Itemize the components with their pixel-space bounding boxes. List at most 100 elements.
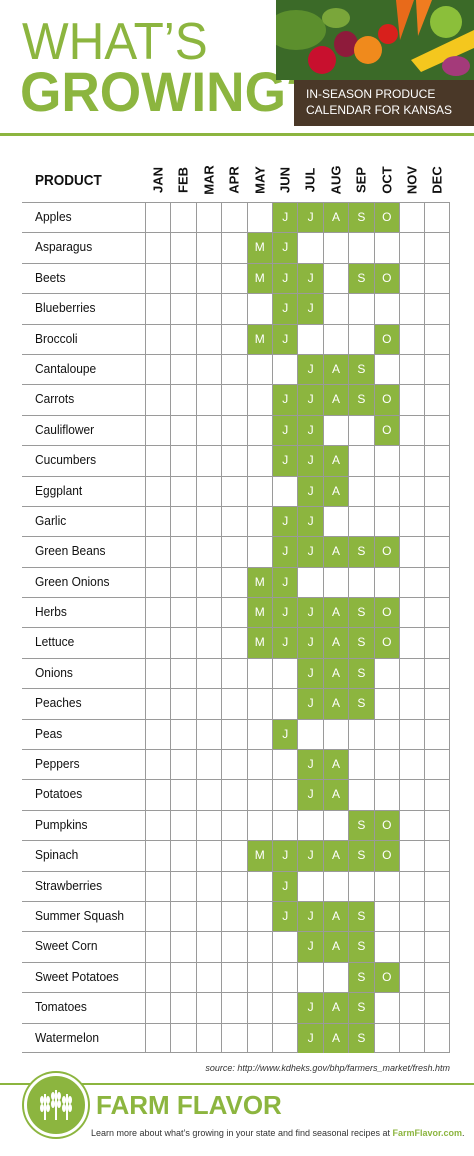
- month-cell: [399, 354, 424, 385]
- month-cell: [195, 841, 221, 871]
- month-cell: [221, 354, 246, 385]
- month-cell: A: [322, 901, 349, 932]
- month-cell: [246, 962, 272, 993]
- month-cell: [195, 658, 221, 689]
- month-cell: [373, 1023, 399, 1053]
- table-row: Sweet Corn J A S: [22, 931, 450, 962]
- product-name: Peppers: [35, 756, 80, 772]
- month-cell: [195, 506, 221, 537]
- month-cell: [322, 263, 348, 294]
- month-cell: A: [322, 446, 349, 476]
- table-row: Garlic J J: [22, 505, 450, 537]
- month-cell: [195, 415, 221, 446]
- month-header-aug: AUG: [323, 158, 349, 202]
- month-header-jan: JAN: [145, 158, 171, 202]
- month-header-sep: SEP: [348, 158, 374, 202]
- month-cell: O: [373, 324, 399, 354]
- month-cell: [170, 203, 195, 233]
- month-cell: S: [348, 658, 374, 689]
- table-row: Pumpkins S O: [22, 809, 450, 841]
- month-cell: [221, 1023, 246, 1053]
- month-cell: [170, 446, 195, 476]
- product-name: Cantaloupe: [35, 360, 97, 376]
- month-cell: [348, 567, 373, 598]
- month-cell: J: [297, 506, 323, 537]
- month-cell: [272, 780, 297, 810]
- product-name: Peaches: [35, 695, 82, 711]
- month-cell: [195, 233, 221, 263]
- month-cell: J: [297, 750, 323, 780]
- month-cell: [348, 506, 373, 537]
- crate-line-1: IN-SEASON PRODUCE: [306, 87, 436, 101]
- month-cell: [221, 263, 246, 294]
- month-cell: [170, 962, 195, 993]
- month-cell: J: [297, 476, 323, 506]
- month-cell: [170, 233, 195, 263]
- month-cell: [246, 993, 272, 1023]
- month-cell: [145, 1023, 170, 1053]
- month-cell: [145, 689, 170, 719]
- month-cell: [246, 932, 272, 962]
- month-cell: A: [322, 841, 349, 871]
- month-cell: [424, 628, 450, 658]
- month-cell: [272, 810, 297, 841]
- month-label: NOV: [404, 165, 420, 195]
- wheat-logo-icon: [24, 1073, 88, 1137]
- product-name: Green Beans: [35, 543, 106, 559]
- month-label: APR: [226, 166, 242, 194]
- product-name: Strawberries: [35, 877, 103, 893]
- month-cell: [322, 324, 348, 354]
- month-cell: [424, 901, 450, 932]
- month-cell: [399, 506, 424, 537]
- month-cell: [322, 506, 348, 537]
- month-cell: [373, 294, 399, 324]
- month-cell: O: [373, 385, 399, 415]
- crate-label: IN-SEASON PRODUCE CALENDAR FOR KANSAS: [294, 80, 474, 126]
- month-cell: J: [272, 324, 298, 354]
- month-cell: [195, 294, 221, 324]
- footer-link[interactable]: FarmFlavor.com: [392, 1128, 463, 1138]
- footer-note-suffix: .: [462, 1128, 465, 1138]
- month-cell: [348, 719, 373, 750]
- product-name: Garlic: [35, 512, 67, 528]
- month-cell: [221, 841, 246, 871]
- month-cell: [272, 932, 297, 962]
- month-cell: [399, 689, 424, 719]
- month-cell: J: [297, 658, 323, 689]
- month-cell: J: [297, 354, 323, 385]
- month-cell: [145, 354, 170, 385]
- month-cell: S: [348, 385, 374, 415]
- month-cell: [145, 932, 170, 962]
- month-cell: J: [272, 567, 298, 598]
- footer-note: Learn more about what’s growing in your …: [91, 1128, 465, 1138]
- month-cell: [170, 385, 195, 415]
- month-cell: S: [348, 810, 374, 841]
- month-cell: J: [297, 598, 323, 628]
- month-cell: [424, 567, 450, 598]
- month-cell: [424, 476, 450, 506]
- month-cell: [399, 567, 424, 598]
- month-cell: [145, 780, 170, 810]
- month-cell: [221, 203, 246, 233]
- product-name: Peas: [35, 725, 63, 741]
- product-name: Sweet Potatoes: [35, 968, 119, 984]
- month-cell: [272, 750, 297, 780]
- month-cell: [145, 841, 170, 871]
- month-cell: [246, 658, 272, 689]
- month-cell: [170, 719, 195, 750]
- month-cell: [221, 506, 246, 537]
- month-cell: [221, 932, 246, 962]
- month-cell: [399, 871, 424, 901]
- month-cell: A: [322, 658, 349, 689]
- month-cell: J: [297, 932, 323, 962]
- month-cell: M: [246, 628, 272, 658]
- month-cell: [195, 537, 221, 567]
- month-cell: [145, 385, 170, 415]
- source-note: source: http://www.kdheks.gov/bhp/farmer…: [205, 1063, 450, 1073]
- month-cell: [145, 962, 170, 993]
- month-cell: [424, 263, 450, 294]
- product-name: Cauliflower: [35, 421, 95, 437]
- calendar-header: PRODUCT JAN FEB MAR APR MAY JUN JUL AUG SEP OCT NO…: [22, 158, 450, 202]
- month-cell: [170, 628, 195, 658]
- month-cell: [399, 476, 424, 506]
